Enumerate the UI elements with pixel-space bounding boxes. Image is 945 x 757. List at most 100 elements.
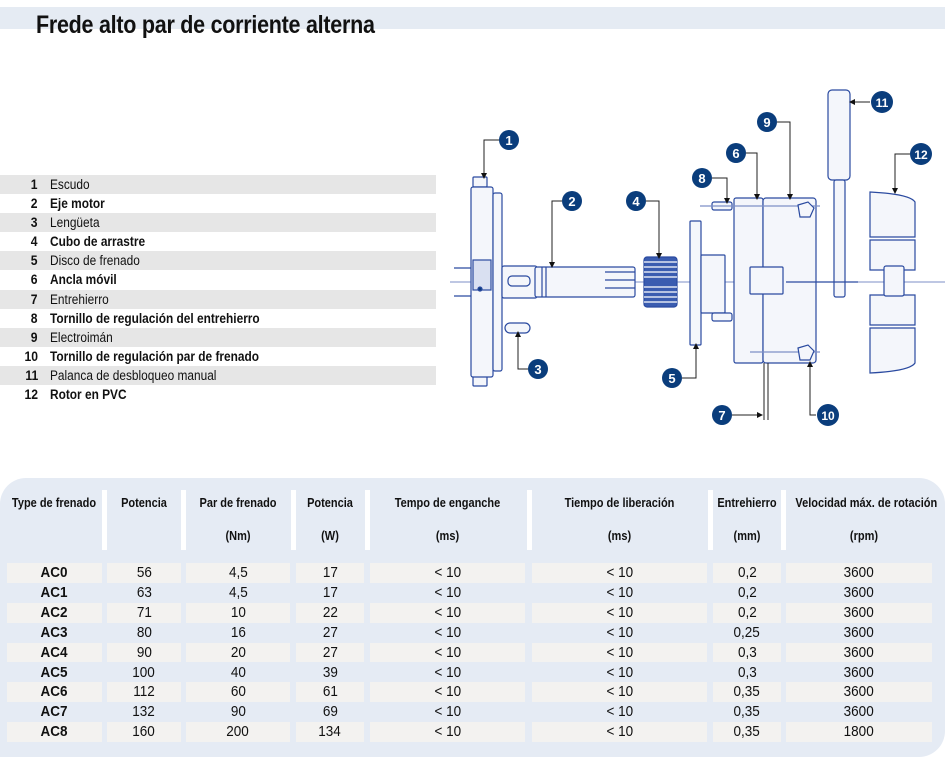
table-cell: 3600 xyxy=(786,602,932,623)
leader-line-9 xyxy=(777,121,793,200)
table-cell: 39 xyxy=(322,663,338,681)
callout-12: 12 xyxy=(910,143,932,165)
table-cell: < 10 xyxy=(434,583,461,601)
leader-line-8 xyxy=(712,177,730,204)
table-cell: 0,2 xyxy=(737,583,757,601)
table-cell: 56 xyxy=(107,563,181,583)
table-cell: 61 xyxy=(296,682,364,703)
table-cell: 3600 xyxy=(786,682,932,703)
motor-shaft-part xyxy=(501,265,636,299)
table-cell: 100 xyxy=(132,663,156,681)
exploded-brake-diagram: 1 2 3 4 5 6 7 8 9 10 11 12 xyxy=(450,89,945,426)
table-cell: 4,5 xyxy=(228,583,248,601)
legend-number: 8 xyxy=(31,310,38,326)
svg-text:2: 2 xyxy=(568,194,575,209)
legend-item: 4 Cubo de arrastre xyxy=(0,232,436,251)
legend-item: 8 Tornillo de regulación del entrehierro xyxy=(0,309,436,328)
table-cell: 0,25 xyxy=(733,623,761,641)
table-cell: < 10 xyxy=(370,602,525,623)
column-header: Entrehierro (mm) xyxy=(717,496,777,543)
legend-number: 10 xyxy=(24,348,38,364)
table-cell: 22 xyxy=(296,602,364,623)
legend-number: 12 xyxy=(24,387,38,403)
key-part xyxy=(504,322,531,334)
table-cell: 27 xyxy=(296,642,364,663)
table-cell: < 10 xyxy=(532,602,707,623)
legend-label: Eje motor xyxy=(50,196,105,212)
table-cell: 3600 xyxy=(843,663,875,681)
column-header: Velocidad máx. de rotación (rpm) xyxy=(795,496,938,543)
legend-label: Palanca de desbloqueo manual xyxy=(50,367,217,383)
table-cell: AC8 xyxy=(7,722,102,743)
legend-item: 10 Tornillo de regulación par de frenado xyxy=(0,347,436,366)
table-cell: 132 xyxy=(132,703,156,721)
legend-label: Entrehierro xyxy=(50,291,109,307)
callout-9: 9 xyxy=(757,112,777,132)
legend-number: 4 xyxy=(31,234,38,250)
column-header: Type de frenado xyxy=(11,496,97,510)
svg-text:9: 9 xyxy=(763,115,770,130)
leader-line-5 xyxy=(682,343,699,379)
table-cell: AC6 xyxy=(7,682,102,703)
table-cell: < 10 xyxy=(370,563,525,583)
table-cell: < 10 xyxy=(434,623,461,641)
callout-8: 8 xyxy=(692,168,712,188)
table-cell: < 10 xyxy=(434,663,461,681)
table-cell: < 10 xyxy=(606,703,633,721)
table-cell: AC7 xyxy=(40,703,68,721)
table-row: AC5 100 40 39 < 10 < 10 0,3 3600 xyxy=(0,663,945,683)
callout-5: 5 xyxy=(662,368,682,388)
leader-line-2 xyxy=(549,200,562,268)
leader-line-3 xyxy=(515,331,528,370)
table-cell: < 10 xyxy=(606,663,633,681)
table-row: AC7 132 90 69 < 10 < 10 0,35 3600 xyxy=(0,702,945,722)
table-cell: 71 xyxy=(107,602,181,623)
table-cell: 40 xyxy=(230,663,246,681)
legend-label: Tornillo de regulación del entrehierro xyxy=(50,310,260,326)
svg-text:8: 8 xyxy=(698,171,705,186)
svg-text:6: 6 xyxy=(732,146,739,161)
legend-number: 9 xyxy=(31,329,38,345)
leader-line-6 xyxy=(746,152,760,200)
table-cell: 0,3 xyxy=(713,642,781,663)
table-cell: 160 xyxy=(107,722,181,743)
table-cell: 16 xyxy=(230,623,246,641)
table-cell: 134 xyxy=(296,722,364,743)
table-row: AC2 71 10 22 < 10 < 10 0,2 3600 xyxy=(0,602,945,623)
table-row: AC0 56 4,5 17 < 10 < 10 0,2 3600 xyxy=(0,563,945,583)
leader-line-1 xyxy=(481,139,500,179)
table-cell: AC2 xyxy=(7,602,102,623)
legend-number: 2 xyxy=(31,196,38,212)
table-cell: 4,5 xyxy=(186,563,290,583)
legend-item: 11 Palanca de desbloqueo manual xyxy=(0,365,436,386)
table-cell: AC0 xyxy=(7,563,102,583)
legend-item: 12 Rotor en PVC xyxy=(0,385,436,404)
table-cell: 0,2 xyxy=(713,602,781,623)
table-cell: 112 xyxy=(107,682,181,703)
callout-11: 11 xyxy=(871,91,893,113)
table-cell: 20 xyxy=(186,642,290,663)
brake-disc-part xyxy=(689,220,726,346)
leader-line-4 xyxy=(646,200,662,259)
legend-number: 5 xyxy=(31,253,38,269)
table-cell: < 10 xyxy=(370,722,525,743)
table-cell: 0,3 xyxy=(737,663,757,681)
svg-text:11: 11 xyxy=(876,96,889,110)
column-header: Tempo de enganche (ms) xyxy=(394,496,501,543)
table-cell: 63 xyxy=(136,583,152,601)
table-row: AC4 90 20 27 < 10 < 10 0,3 3600 xyxy=(0,642,945,663)
table-row: AC1 63 4,5 17 < 10 < 10 0,2 3600 xyxy=(0,583,945,603)
table-cell: 90 xyxy=(230,703,246,721)
table-cell: 3600 xyxy=(786,642,932,663)
leader-line-12 xyxy=(892,153,910,194)
table-cell: 17 xyxy=(322,583,338,601)
table-cell: 0,35 xyxy=(713,722,781,743)
table-cell: 3600 xyxy=(843,623,875,641)
column-header: Tiempo de liberación (ms) xyxy=(564,496,675,543)
legend-number: 7 xyxy=(31,291,38,307)
table-cell: < 10 xyxy=(532,563,707,583)
drive-hub-part xyxy=(643,256,678,308)
table-cell: 90 xyxy=(107,642,181,663)
table-cell: < 10 xyxy=(434,703,461,721)
callout-6: 6 xyxy=(726,143,746,163)
